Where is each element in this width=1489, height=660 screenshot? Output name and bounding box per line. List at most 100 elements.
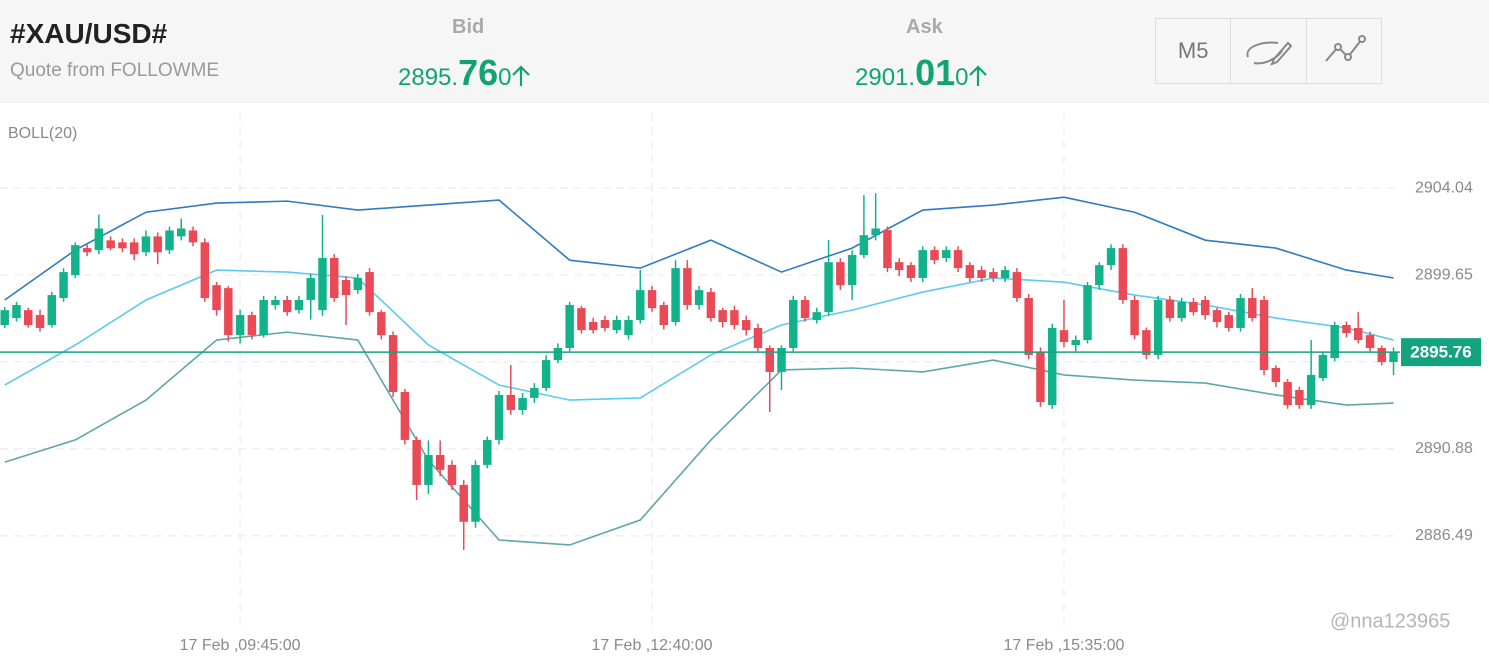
candle-body — [718, 310, 727, 323]
candle-body — [789, 300, 798, 348]
price-big: 76 — [458, 52, 499, 93]
timeframe-button[interactable]: M5 — [1156, 19, 1232, 83]
candle-body — [953, 250, 963, 269]
candle-body — [1095, 265, 1104, 286]
candle-body — [377, 312, 386, 336]
candle-body — [694, 290, 704, 305]
candle-body — [777, 347, 786, 372]
candle-body — [765, 347, 774, 372]
candle-body — [1142, 330, 1151, 355]
draw-icon — [1246, 41, 1293, 66]
candle-body — [306, 278, 315, 301]
y-tick-label: 2886.49 — [1415, 527, 1473, 544]
candle-body — [212, 285, 221, 311]
candle-body — [1130, 300, 1139, 336]
candle-body — [918, 250, 927, 279]
candle-body — [683, 268, 692, 305]
candle-body — [1271, 367, 1281, 383]
toolbar: M5 — [1155, 18, 1382, 84]
candle-body — [871, 228, 880, 236]
candle-body — [282, 300, 292, 313]
candle-body — [506, 394, 516, 411]
candle-body — [588, 322, 598, 331]
watermark: @nna123965 — [1330, 610, 1450, 632]
candle-body — [906, 265, 916, 279]
candle-body — [1036, 351, 1045, 403]
candle-body — [553, 347, 563, 361]
y-tick-label: 2904.04 — [1415, 179, 1473, 196]
candle-body — [1306, 374, 1316, 406]
source: Quote from FOLLOWME — [10, 60, 220, 81]
candle-body — [636, 290, 645, 321]
candle-body — [1283, 382, 1292, 406]
price-tail: 0 — [498, 64, 512, 91]
candle-body — [271, 300, 280, 305]
draw-button[interactable] — [1231, 19, 1307, 83]
indicator-label: BOLL(20) — [8, 125, 77, 142]
bollinger-band — [4, 196, 1394, 301]
candle-body — [989, 272, 998, 279]
candle-body — [330, 258, 339, 299]
candle-body — [706, 292, 716, 319]
candle-body — [1389, 352, 1398, 363]
price-head: 2895. — [398, 64, 459, 91]
candle-body — [1224, 315, 1233, 328]
candle-body — [165, 230, 174, 251]
candle-body — [388, 335, 398, 392]
candle-body — [59, 272, 68, 299]
candle-body — [412, 439, 421, 485]
candle-body — [1330, 324, 1339, 359]
candle-body — [24, 310, 33, 325]
up-arrow — [969, 65, 988, 86]
candle-body — [141, 236, 151, 253]
symbol: #XAU/USD# — [10, 18, 168, 49]
candle-body — [188, 230, 198, 243]
last-price-label: 2895.76 — [1410, 343, 1471, 362]
candle-body — [247, 315, 257, 336]
candle-body — [365, 272, 374, 313]
candle-body — [647, 290, 657, 309]
candle-body — [318, 258, 327, 311]
up-arrow — [512, 65, 531, 86]
candle-body — [541, 360, 551, 389]
candle-body — [153, 236, 162, 253]
candle-body — [565, 304, 574, 348]
candle-body — [459, 484, 468, 522]
candle-body — [847, 255, 857, 286]
candle-body — [1165, 300, 1175, 319]
candle-body — [1212, 310, 1222, 323]
candle-body — [600, 320, 610, 328]
candle-body — [129, 242, 139, 255]
candle-body — [12, 304, 21, 319]
candle-body — [94, 228, 104, 251]
bollinger-band — [4, 331, 1394, 546]
candle-body — [824, 262, 833, 313]
bid-price: 2895.760 — [398, 52, 531, 94]
candle-body — [1118, 248, 1128, 301]
candle-body — [1177, 301, 1186, 319]
candle-body — [753, 327, 763, 348]
candle-body — [1353, 327, 1363, 341]
candle-body — [435, 455, 445, 470]
plot — [0, 113, 1400, 625]
candle-body — [730, 310, 739, 325]
candle-body — [1259, 300, 1269, 370]
candle-body — [424, 455, 433, 485]
candle-body — [671, 268, 680, 323]
bid-label: Bid — [452, 16, 485, 38]
candle-body — [447, 464, 457, 485]
candle-body — [1342, 324, 1351, 334]
price-head: 2901. — [855, 64, 916, 91]
candle-body — [1365, 335, 1375, 348]
candle-body — [1047, 327, 1057, 406]
y-tick-label: 2899.65 — [1415, 266, 1473, 283]
candle-body — [106, 240, 115, 249]
candle-body — [741, 320, 751, 331]
candle-body — [894, 262, 904, 271]
candle-body — [118, 242, 127, 249]
candle-body — [1189, 301, 1198, 313]
indicator-button[interactable] — [1307, 19, 1381, 83]
candle-body — [883, 230, 892, 269]
